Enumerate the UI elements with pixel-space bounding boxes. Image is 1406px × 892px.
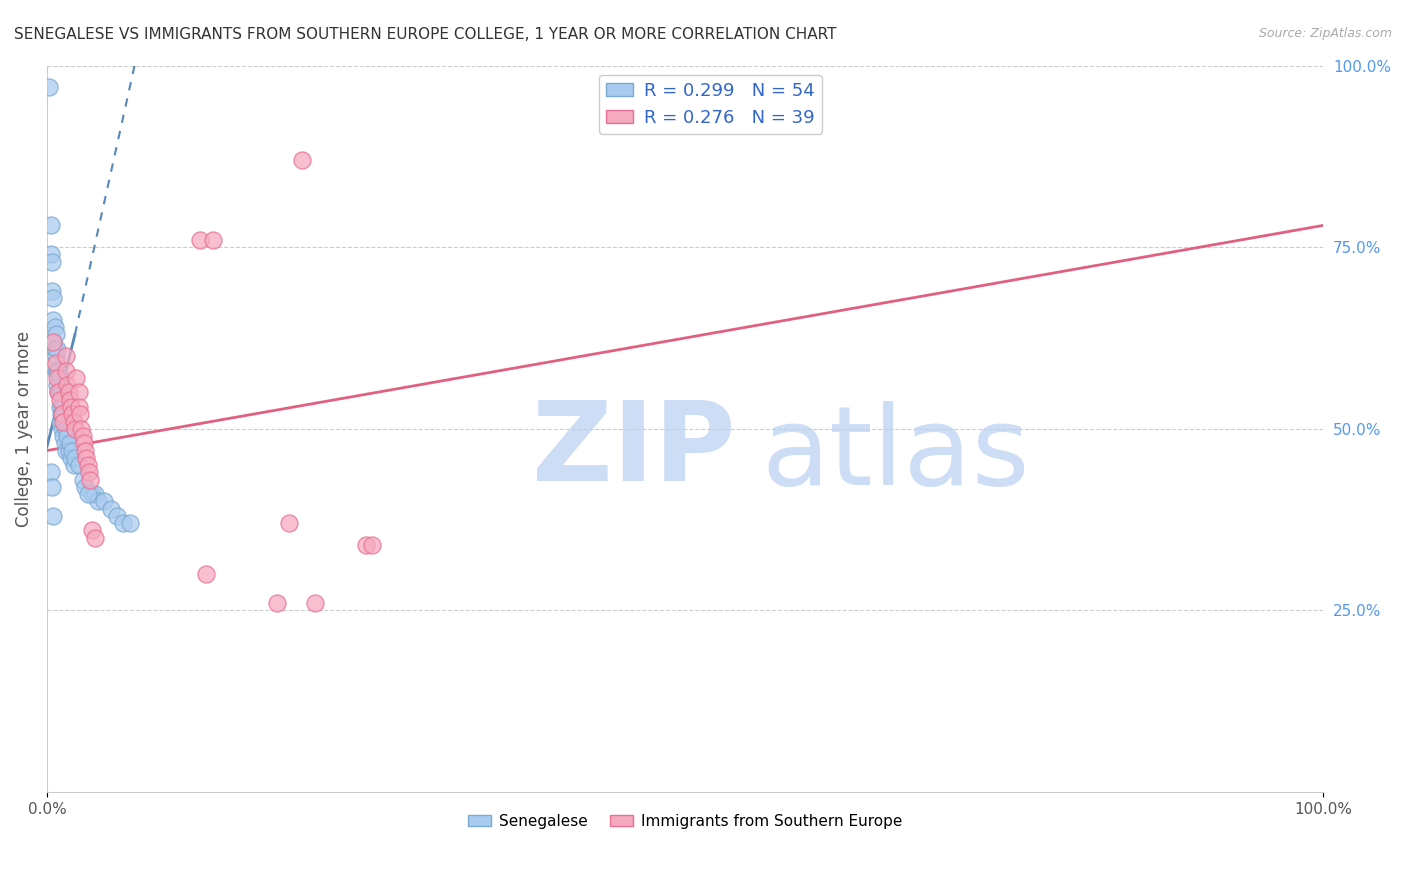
Point	[59, 392, 82, 407]
Point	[58, 385, 80, 400]
Point	[73, 436, 96, 450]
Point	[70, 422, 93, 436]
Point	[79, 473, 101, 487]
Point	[42, 313, 65, 327]
Point	[46, 342, 69, 356]
Point	[39, 219, 62, 233]
Point	[87, 494, 110, 508]
Point	[69, 407, 91, 421]
Point	[80, 487, 103, 501]
Point	[55, 443, 77, 458]
Point	[62, 415, 84, 429]
Point	[41, 254, 63, 268]
Point	[51, 407, 73, 421]
Point	[105, 508, 128, 523]
Text: Source: ZipAtlas.com: Source: ZipAtlas.com	[1258, 27, 1392, 40]
Point	[62, 407, 84, 421]
Point	[48, 385, 70, 400]
Point	[52, 429, 75, 443]
Point	[118, 516, 141, 531]
Point	[188, 233, 211, 247]
Point	[56, 429, 79, 443]
Point	[44, 342, 66, 356]
Point	[100, 501, 122, 516]
Point	[63, 422, 86, 436]
Point	[48, 400, 70, 414]
Point	[72, 473, 94, 487]
Point	[93, 494, 115, 508]
Point	[62, 458, 84, 472]
Point	[41, 284, 63, 298]
Point	[44, 320, 66, 334]
Point	[42, 334, 65, 349]
Point	[48, 371, 70, 385]
Point	[278, 516, 301, 531]
Point	[55, 422, 77, 436]
Point	[52, 407, 75, 421]
Point	[48, 385, 70, 400]
Text: atlas: atlas	[762, 401, 1031, 508]
Point	[41, 480, 63, 494]
Point	[46, 378, 69, 392]
Point	[49, 407, 72, 421]
Point	[48, 364, 70, 378]
Point	[59, 436, 82, 450]
Y-axis label: College, 1 year or more: College, 1 year or more	[15, 331, 32, 527]
Point	[53, 415, 76, 429]
Point	[77, 466, 100, 480]
Point	[112, 516, 135, 531]
Point	[56, 378, 79, 392]
Point	[62, 443, 84, 458]
Point	[45, 364, 67, 378]
Point	[51, 400, 73, 414]
Point	[42, 508, 65, 523]
Point	[72, 429, 94, 443]
Point	[84, 487, 107, 501]
Point	[46, 364, 69, 378]
Text: SENEGALESE VS IMMIGRANTS FROM SOUTHERN EUROPE COLLEGE, 1 YEAR OR MORE CORRELATIO: SENEGALESE VS IMMIGRANTS FROM SOUTHERN E…	[14, 27, 837, 42]
Legend: Senegalese, Immigrants from Southern Europe: Senegalese, Immigrants from Southern Eur…	[463, 808, 908, 835]
Point	[65, 371, 87, 385]
Point	[195, 567, 218, 582]
Point	[49, 385, 72, 400]
Point	[67, 400, 90, 414]
Point	[39, 466, 62, 480]
Point	[48, 385, 70, 400]
Point	[75, 443, 97, 458]
Point	[38, 80, 60, 95]
Point	[84, 531, 107, 545]
Point	[53, 436, 76, 450]
Point	[60, 400, 83, 414]
Point	[45, 356, 67, 370]
Point	[60, 450, 83, 465]
Point	[63, 450, 86, 465]
Point	[75, 480, 97, 494]
Point	[291, 153, 314, 167]
Point	[67, 458, 90, 472]
Point	[76, 458, 98, 472]
Point	[42, 291, 65, 305]
Point	[52, 415, 75, 429]
Point	[51, 422, 73, 436]
Text: ZIP: ZIP	[531, 397, 735, 504]
Point	[42, 334, 65, 349]
Point	[55, 364, 77, 378]
Point	[45, 327, 67, 342]
Point	[67, 385, 90, 400]
Point	[201, 233, 224, 247]
Point	[304, 596, 326, 610]
Point	[45, 349, 67, 363]
Point	[48, 415, 70, 429]
Point	[58, 443, 80, 458]
Point	[80, 524, 103, 538]
Point	[48, 392, 70, 407]
Point	[354, 538, 377, 552]
Point	[75, 450, 97, 465]
Point	[76, 487, 98, 501]
Point	[46, 371, 69, 385]
Point	[39, 247, 62, 261]
Point	[361, 538, 384, 552]
Point	[266, 596, 288, 610]
Point	[55, 349, 77, 363]
